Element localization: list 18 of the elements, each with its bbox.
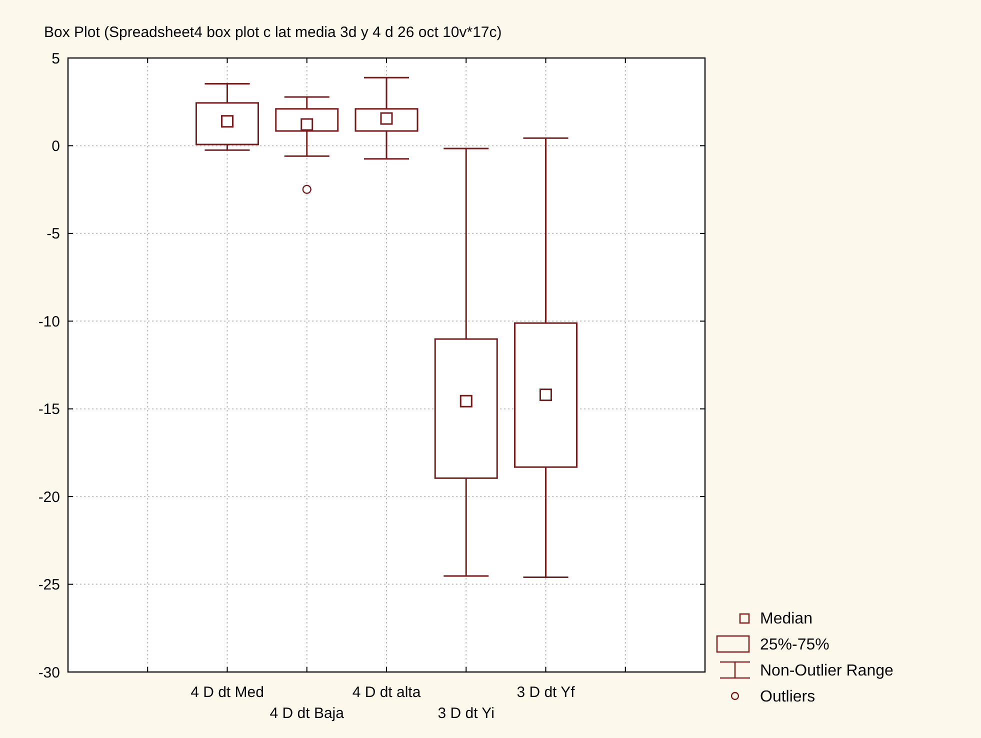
y-tick-label: -30 [38,664,60,682]
y-tick-label: -15 [38,401,60,418]
y-tick-label: 0 [52,138,60,155]
y-tick-label: -10 [38,313,60,330]
y-tick-label: -20 [38,488,60,506]
x-tick-label: 4 D dt Med [190,684,264,701]
x-tick-label: 3 D dt Yi [438,705,494,722]
text: Outliers [760,688,816,706]
text: 25%-75% [760,636,830,654]
y-tick-label: -25 [38,576,60,594]
y-tick-label: -5 [46,226,60,243]
text: Non-Outlier Range [760,662,894,680]
chart-title: Box Plot (Spreadsheet4 box plot c lat media 3d y 4 d 26 oct 10v*17c) [44,24,502,41]
text: Median [760,610,812,628]
x-tick-label: 4 D dt Baja [270,705,345,722]
x-tick-label: 4 D dt alta [352,684,422,701]
y-tick-label: 5 [52,50,60,68]
x-tick-label: 3 D dt Yf [516,684,576,701]
